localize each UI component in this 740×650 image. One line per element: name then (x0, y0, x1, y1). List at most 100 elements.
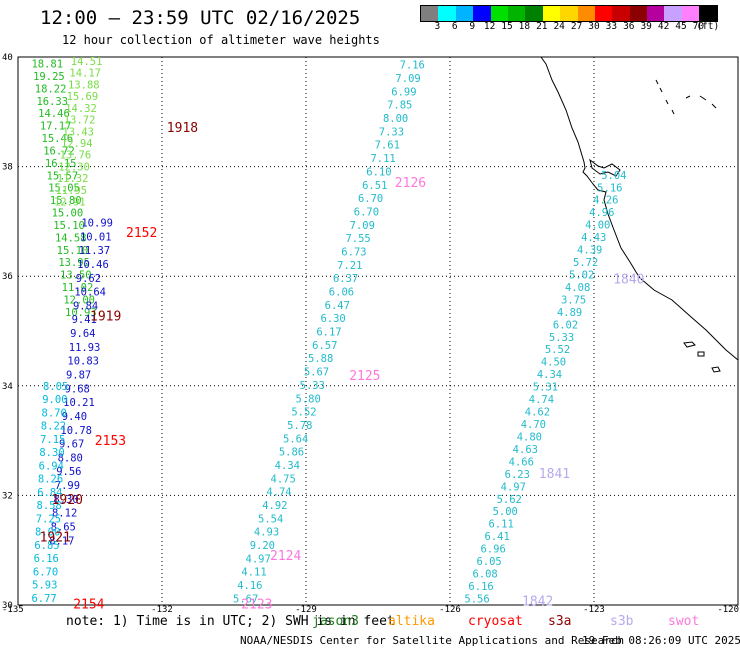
colorbar-swatch (612, 6, 630, 21)
wave-height-value: 15.57 (47, 170, 79, 182)
wave-height-value: 5.33 (549, 332, 574, 344)
wave-height-value: 6.30 (320, 313, 345, 325)
latitude-label: 36 (2, 272, 13, 282)
pass-number-label: 1920 (52, 493, 83, 508)
wave-height-value: 4.62 (525, 407, 550, 419)
wave-height-value: 4.50 (541, 357, 566, 369)
colorbar-label: 27 (570, 21, 583, 32)
wave-height-value: 9.84 (73, 300, 98, 312)
wave-height-value: 7.09 (350, 220, 375, 232)
colorbar-swatch (681, 6, 700, 21)
legend-sat-cryosat: cryosat (468, 614, 523, 629)
wave-height-value: 5.72 (573, 257, 598, 269)
wave-height-value: 16.15 (45, 158, 77, 170)
gridlines (18, 57, 738, 605)
colorbar-label: 24 (553, 21, 565, 32)
wave-height-value: 13.72 (64, 115, 96, 127)
wave-height-value: 13.50 (60, 270, 92, 282)
longitude-label: -120 (717, 605, 739, 615)
wave-height-value: 7.09 (395, 73, 420, 85)
wave-height-value: 6.41 (485, 531, 510, 543)
wave-height-value: 10.93 (65, 307, 97, 319)
wave-height-value: 6.99 (391, 86, 416, 98)
longitude-label: -126 (439, 605, 461, 615)
colorbar-label: 70 (692, 21, 705, 32)
colorbar-label: 9 (469, 21, 476, 32)
wave-height-value: 11.93 (69, 342, 101, 354)
wave-height-value: 14.46 (38, 108, 70, 120)
wave-height-value: 8.30 (39, 447, 64, 459)
colorbar-label: 33 (605, 21, 618, 32)
wave-height-value: 8.00 (35, 527, 60, 539)
wave-height-value: 5.00 (493, 506, 518, 518)
wave-height-value: 5.67 (233, 593, 258, 605)
wave-height-value: 6.02 (553, 319, 578, 331)
wave-height-value: 15.05 (48, 183, 80, 195)
wave-height-value: 4.26 (593, 195, 618, 207)
wave-height-value: 12.30 (58, 161, 90, 173)
wave-height-value: 6.16 (468, 581, 493, 593)
colorbar-swatch (490, 6, 508, 21)
wave-height-value: 14.17 (69, 68, 101, 80)
wave-height-value: 6.51 (362, 180, 387, 192)
pass-number-label: 1919 (90, 310, 121, 325)
wave-height-value: 9.20 (250, 540, 275, 552)
wave-height-value: 6.10 (366, 166, 391, 178)
wave-height-value: 12.91 (54, 197, 86, 209)
pass-number-label: 1921 (40, 531, 71, 546)
pass-number-label: 2154 (73, 597, 104, 612)
colorbar-label: 39 (640, 21, 652, 32)
colorbar-label: 12 (483, 21, 496, 32)
wave-height-value: 5.78 (287, 420, 312, 432)
wave-height-value: 5.52 (291, 407, 316, 419)
wave-height-value: 4.97 (246, 553, 271, 565)
pass-number-label: 2123 (241, 597, 272, 612)
california-coastline (540, 56, 739, 373)
wave-height-value: 7.25 (36, 513, 61, 525)
wave-height-value: 4.74 (266, 487, 291, 499)
wave-height-value: 4.63 (513, 444, 538, 456)
wave-height-value: 11.32 (57, 173, 89, 185)
wave-height-value: 9.67 (59, 439, 84, 451)
wave-height-value: 6.85 (34, 540, 59, 552)
wave-height-value: 6.47 (325, 300, 350, 312)
wave-height-value: 10.83 (67, 356, 99, 368)
wave-height-value: 4.74 (529, 394, 554, 406)
colorbar-swatch (507, 6, 526, 21)
wave-height-value: 13.95 (58, 257, 90, 269)
colorbar-swatch (647, 6, 665, 21)
wave-height-value: 7.15 (40, 434, 65, 446)
wave-height-value: 8.80 (58, 452, 83, 464)
colorbar-swatch (455, 6, 474, 21)
wave-height-value: 15.10 (57, 245, 89, 257)
wave-height-value: 7.11 (370, 153, 395, 165)
wave-height-value: 9.56 (56, 466, 81, 478)
longitude-label: -132 (151, 605, 173, 615)
wave-height-value: 9.64 (70, 328, 95, 340)
wave-height-value: 8.05 (43, 381, 68, 393)
wave-height-value: 5.88 (308, 353, 333, 365)
wave-height-value: 8.17 (49, 535, 74, 547)
wave-height-value: 6.23 (505, 469, 530, 481)
wave-height-value: 15.69 (67, 91, 99, 103)
wave-height-value: 10.64 (74, 287, 106, 299)
wave-height-value: 5.31 (533, 382, 558, 394)
colorbar-swatch (577, 6, 595, 21)
wave-height-value: 5.52 (545, 344, 570, 356)
legend-note: note: 1) Time is in UTC; 2) SWH is in fe… (66, 614, 395, 629)
wave-height-value: 7.55 (345, 233, 370, 245)
wave-height-tracks: 18.8119.2518.2216.3314.4617.1715.4616.72… (31, 56, 626, 606)
colorbar-label: 6 (451, 21, 458, 32)
wave-height-value: 11.37 (79, 245, 111, 257)
wave-height-value: 10.46 (77, 259, 109, 271)
colorbar-swatch (421, 6, 439, 21)
wave-height-value: 5.56 (464, 593, 489, 605)
wave-height-value: 11.02 (62, 282, 94, 294)
axis-labels: 40 38 36 34 32 30-135 -132 -129 -126 -123 -120 (2, 53, 739, 615)
wave-height-value: 6.70 (354, 206, 379, 218)
pass-number-label: 1842 (522, 595, 553, 610)
wave-height-value: 4.93 (254, 527, 279, 539)
wave-height-value: 6.17 (316, 327, 341, 339)
colorbar-swatch (542, 6, 561, 21)
generated-timestamp: 19 Feb 08:26:09 UTC 2025 (582, 634, 740, 647)
